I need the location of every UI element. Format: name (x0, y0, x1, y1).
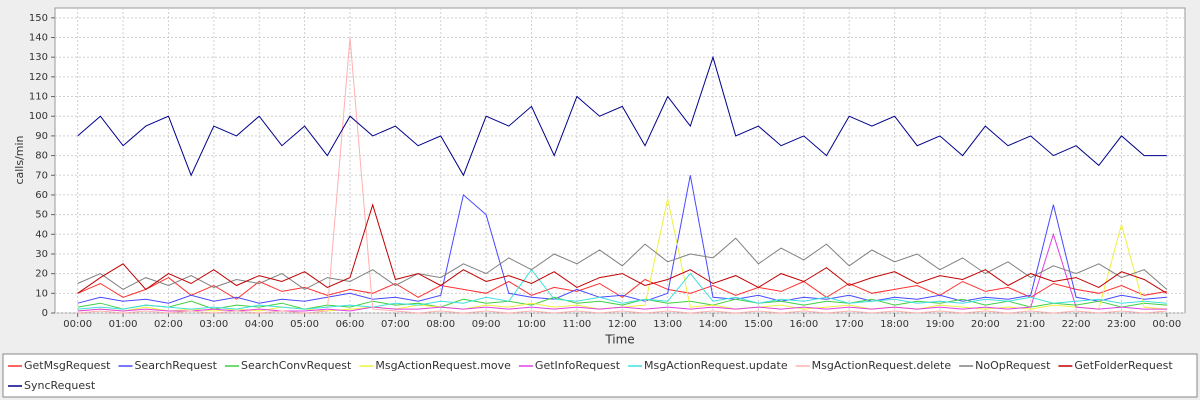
y-tick-label: 40 (35, 229, 48, 240)
y-tick-label: 20 (35, 269, 48, 280)
legend-label: MsgActionRequest.update (644, 359, 788, 372)
legend-label: SearchRequest (135, 359, 218, 372)
y-tick-label: 60 (35, 190, 48, 201)
y-tick-label: 10 (35, 288, 48, 299)
y-tick-label: 30 (35, 249, 48, 260)
legend-label: SyncRequest (24, 379, 96, 392)
legend-label: GetMsgRequest (24, 359, 111, 372)
x-tick-label: 04:00 (245, 319, 274, 330)
series-line (77, 232, 1167, 312)
y-tick-label: 80 (35, 151, 48, 162)
x-tick-label: 20:00 (971, 319, 1000, 330)
x-tick-label: 03:00 (199, 319, 228, 330)
x-tick-label: 14:00 (699, 319, 728, 330)
legend-label: MsgActionRequest.delete (812, 359, 952, 372)
x-tick-label: 21:00 (1016, 319, 1045, 330)
series-line (77, 277, 1167, 300)
plot-area (54, 7, 1186, 314)
x-tick-label: 17:00 (835, 319, 864, 330)
x-tick-label: 07:00 (381, 319, 410, 330)
x-tick-label: 00:00 (63, 319, 92, 330)
series-line (77, 296, 1167, 310)
x-tick-label: 23:00 (1107, 319, 1136, 330)
y-tick-label: 0 (42, 308, 48, 319)
y-tick-label: 110 (29, 92, 48, 103)
x-tick-label: 15:00 (744, 319, 773, 330)
series-line (77, 203, 1168, 294)
y-axis-label: calls/min (13, 135, 26, 184)
y-tick-label: 100 (29, 111, 48, 122)
x-tick-label: 11:00 (562, 319, 591, 330)
series-line (77, 37, 1167, 314)
x-tick-label: 18:00 (880, 319, 909, 330)
y-tick-label: 120 (29, 72, 48, 83)
y-tick-label: 150 (29, 13, 48, 24)
x-tick-label: 13:00 (653, 319, 682, 330)
x-tick-label: 09:00 (472, 319, 501, 330)
y-tick-label: 140 (29, 33, 48, 44)
y-tick-label: 130 (29, 52, 48, 63)
y-tick-label: 50 (35, 210, 48, 221)
x-axis-label: Time (604, 333, 634, 347)
series-line (77, 268, 1167, 310)
x-tick-label: 19:00 (926, 319, 955, 330)
x-tick-label: 08:00 (426, 319, 455, 330)
x-tick-label: 10:00 (517, 319, 546, 330)
series-line (77, 237, 1168, 290)
legend-box (2, 353, 1198, 398)
x-tick-label: 05:00 (290, 319, 319, 330)
series-line (77, 55, 1167, 177)
legend-label: GetInfoRequest (535, 359, 621, 372)
series-line (77, 175, 1167, 304)
x-tick-label: 00:00 (1152, 319, 1181, 330)
x-tick-label: 02:00 (154, 319, 183, 330)
y-tick-label: 90 (35, 131, 48, 142)
x-tick-label: 01:00 (109, 319, 138, 330)
legend-label: SearchConvRequest (241, 359, 352, 372)
x-tick-label: 06:00 (336, 319, 365, 330)
legend-label: GetFolderRequest (1074, 359, 1173, 372)
legend-label: MsgActionRequest.move (375, 359, 511, 372)
x-tick-label: 22:00 (1062, 319, 1091, 330)
legend-label: NoOpRequest (975, 359, 1051, 372)
y-tick-label: 70 (35, 170, 48, 181)
x-tick-label: 16:00 (789, 319, 818, 330)
x-tick-label: 12:00 (608, 319, 637, 330)
